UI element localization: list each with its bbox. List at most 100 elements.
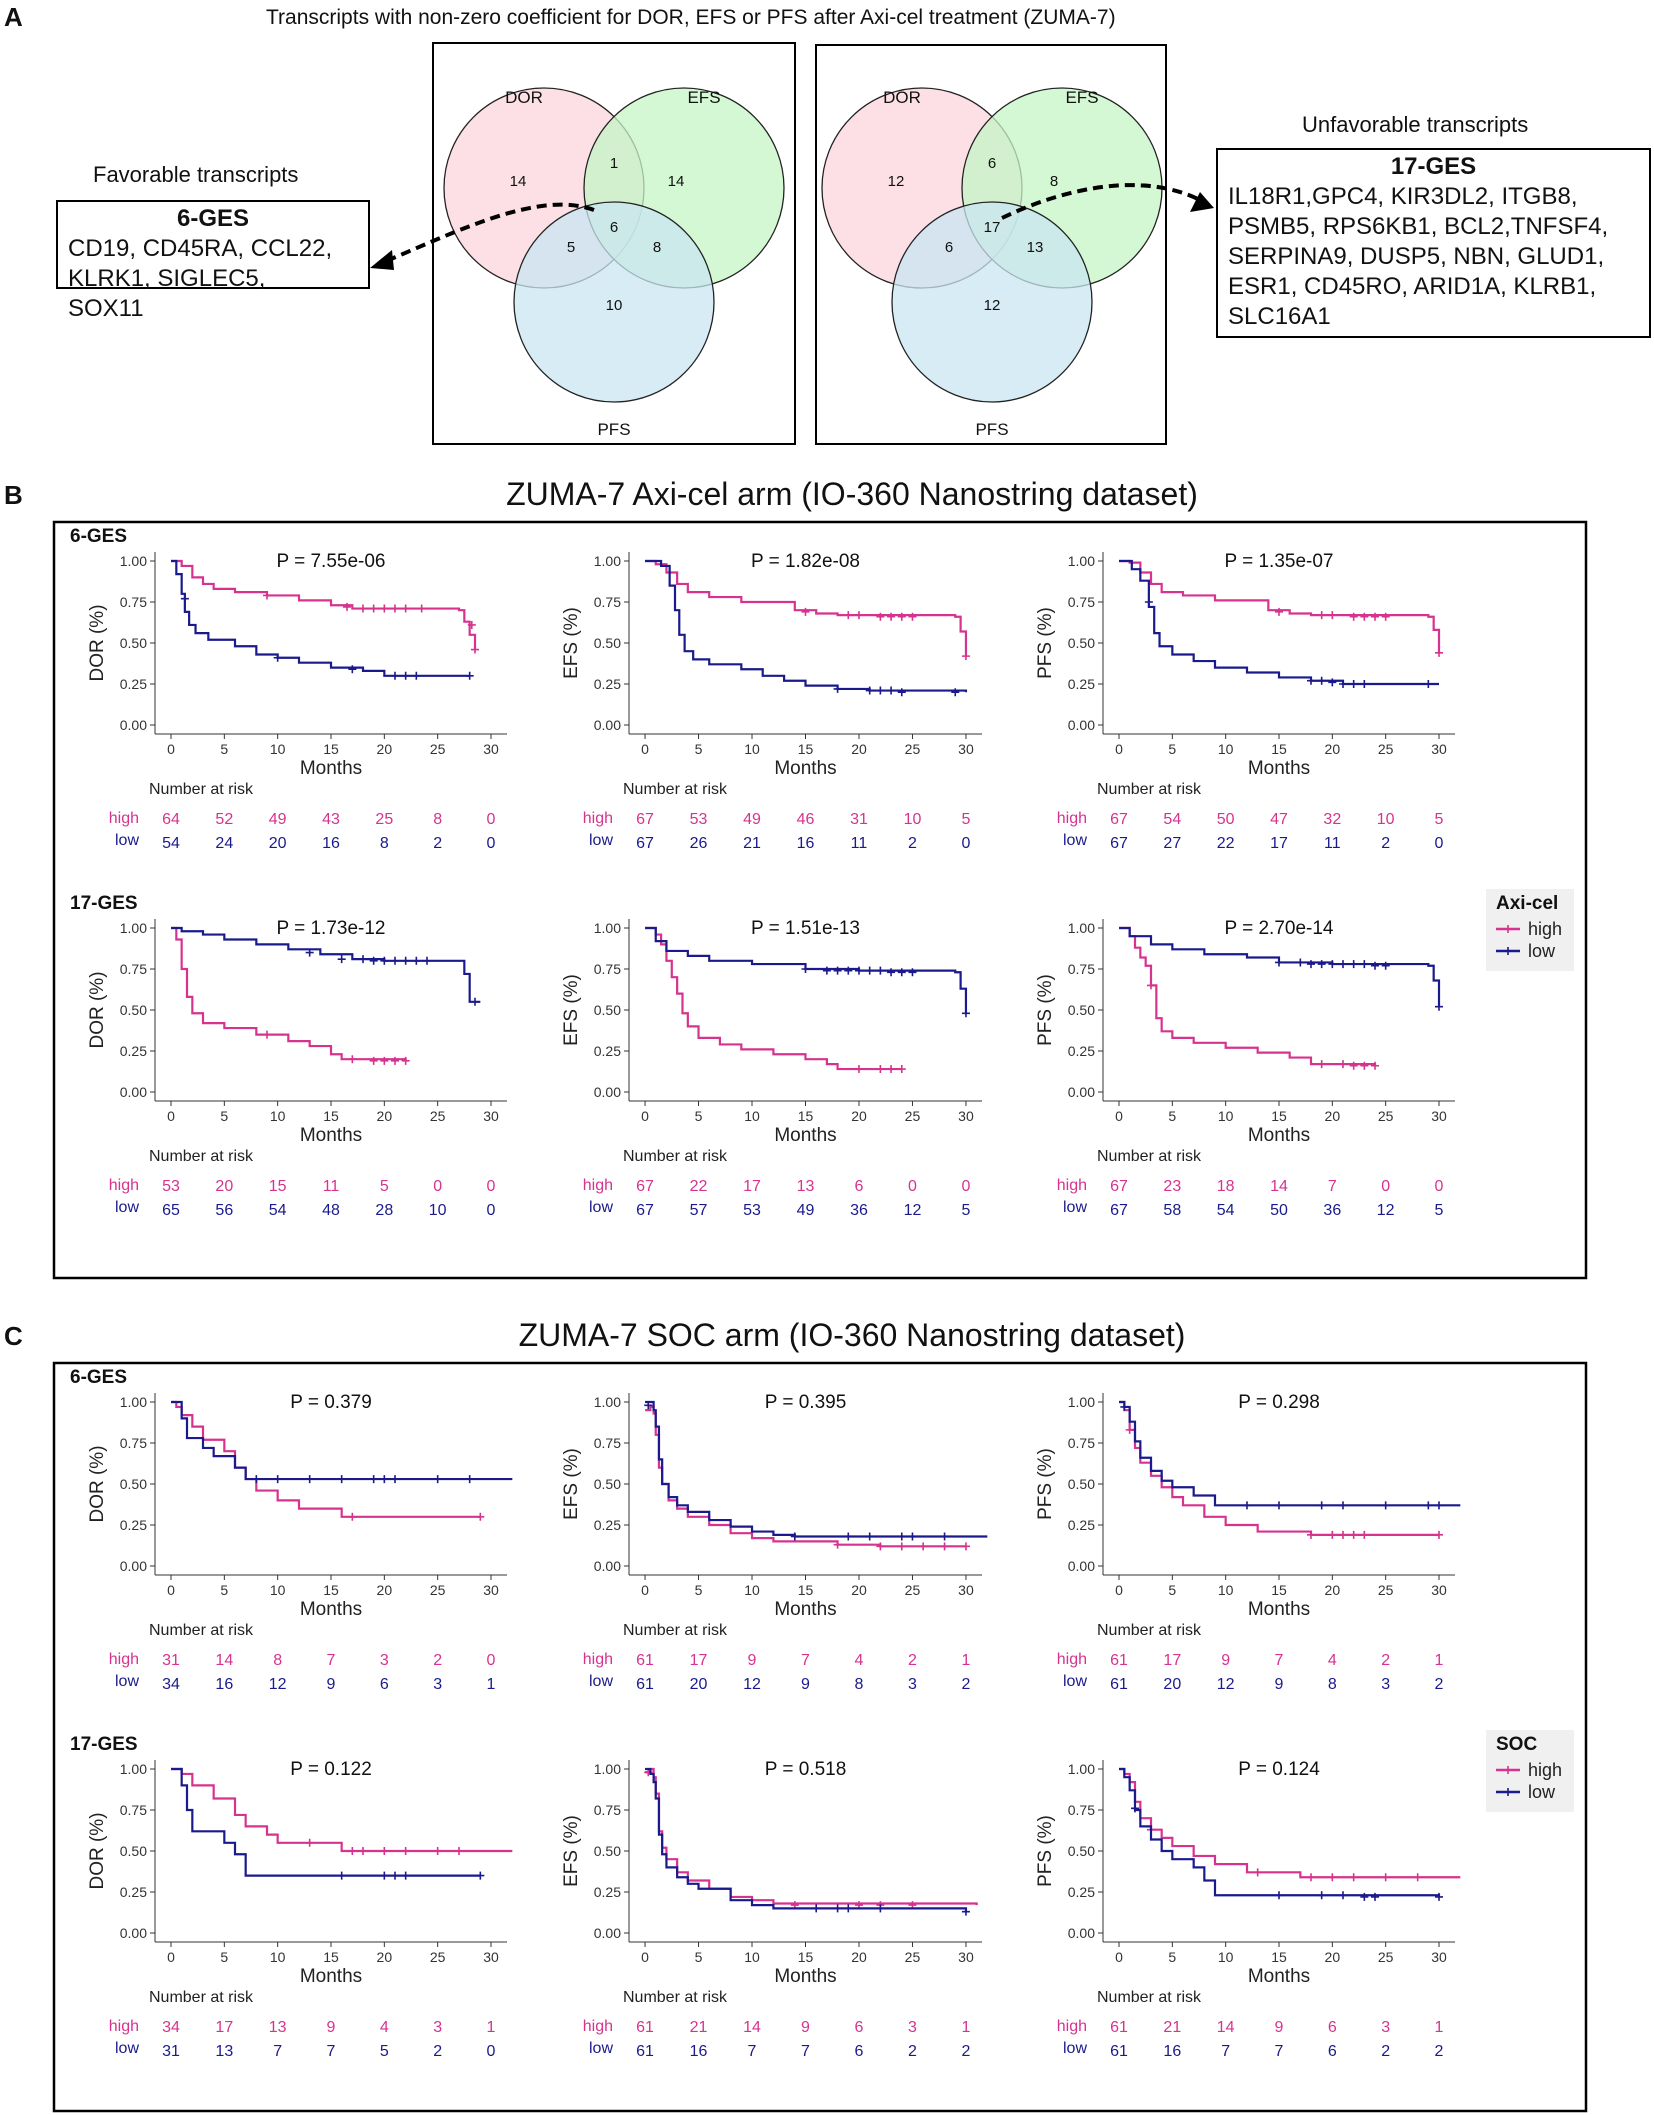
- y-tick-label: 0.25: [120, 676, 147, 692]
- censor-mark-low: [801, 965, 810, 973]
- risk-label-high: high: [583, 810, 613, 827]
- x-axis-label: Months: [774, 1125, 836, 1146]
- km-curve-low: [645, 1767, 968, 1912]
- risk-count-high: 3: [433, 2019, 442, 2036]
- risk-count-low: 9: [327, 1676, 336, 1693]
- row-label: 17-GES: [70, 1734, 138, 1755]
- x-tick-label: 5: [695, 741, 703, 757]
- risk-count-low: 16: [690, 2043, 708, 2060]
- y-tick-label: 1.00: [1068, 920, 1095, 936]
- p-value: P = 1.35e-07: [1225, 551, 1334, 572]
- censor-mark-high: [369, 1056, 378, 1065]
- censor-mark-high: [1349, 1530, 1358, 1539]
- km-plot: 0.000.250.500.751.000 5 10 15 20 25 30MonthsDO…: [87, 1759, 513, 2060]
- censor-mark-high: [961, 1542, 970, 1551]
- censor-mark-high: [467, 620, 476, 629]
- y-axis-label: EFS (%): [561, 607, 582, 679]
- censor-mark-low: [1307, 676, 1315, 685]
- censor-mark-low: [1381, 1501, 1390, 1510]
- censor-mark-high: [897, 612, 906, 621]
- x-tick-label: 30: [1431, 1108, 1447, 1124]
- km-curve-low: [171, 1767, 481, 1877]
- panel-title: ZUMA-7 Axi-cel arm (IO-360 Nanostring da…: [506, 476, 1198, 512]
- censor-mark-high: [1349, 612, 1358, 621]
- risk-count-high: 9: [1221, 1652, 1230, 1669]
- risk-count-high: 0: [487, 1178, 496, 1195]
- risk-count-low: 2: [433, 2043, 442, 2060]
- censor-mark-low: [380, 956, 389, 965]
- censor-mark-low: [412, 956, 421, 965]
- risk-label-low: low: [1063, 2040, 1087, 2057]
- censor-mark-low: [908, 968, 917, 977]
- km-plot: 0.000.250.500.751.000 5 10 15 20 25 30MonthsPF…: [1035, 551, 1455, 852]
- risk-label-high: high: [109, 2018, 139, 2035]
- y-tick-label: 1.00: [594, 1394, 621, 1410]
- risk-count-high: 11: [323, 1178, 340, 1195]
- risk-count-high: 34: [162, 2019, 180, 2036]
- x-axis-label: Months: [1248, 758, 1310, 779]
- x-tick-label: 20: [377, 741, 393, 757]
- risk-count-high: 52: [215, 811, 233, 828]
- censor-mark-low: [887, 686, 896, 695]
- x-tick-label: 20: [1325, 1108, 1341, 1124]
- legend-entry: low: [1528, 1782, 1556, 1802]
- risk-count-low: 5: [962, 1202, 971, 1219]
- x-tick-label: 20: [851, 741, 867, 757]
- censor-mark-high: [380, 1847, 389, 1855]
- censor-mark-high: [369, 604, 378, 613]
- risk-label-high: high: [1057, 1651, 1087, 1668]
- risk-count-high: 9: [327, 2019, 336, 2036]
- risk-count-low: 8: [380, 835, 389, 852]
- risk-count-low: 67: [1110, 835, 1128, 852]
- risk-label-low: low: [1063, 1199, 1087, 1216]
- risk-table-title: Number at risk: [149, 1622, 254, 1639]
- censor-mark-low: [337, 1871, 346, 1880]
- risk-count-high: 20: [215, 1178, 233, 1195]
- censor-mark-high: [401, 604, 410, 613]
- censor-mark-low: [1307, 960, 1315, 969]
- x-tick-label: 20: [1325, 1582, 1341, 1598]
- risk-count-low: 12: [904, 1202, 922, 1219]
- censor-mark-low: [380, 1475, 389, 1484]
- censor-mark-low: [1339, 960, 1347, 969]
- x-tick-label: 30: [958, 1108, 974, 1124]
- legend-title: Axi-cel: [1496, 893, 1558, 914]
- risk-label-high: high: [583, 2018, 613, 2035]
- risk-label-high: high: [583, 1177, 613, 1194]
- y-tick-label: 0.00: [1068, 1084, 1095, 1100]
- y-tick-label: 0.75: [120, 594, 147, 610]
- x-tick-label: 25: [430, 741, 446, 757]
- risk-count-high: 3: [1381, 2019, 1390, 2036]
- panel-label-a: A: [4, 2, 23, 32]
- y-tick-label: 0.75: [594, 1802, 621, 1818]
- x-tick-label: 20: [851, 1108, 867, 1124]
- censor-mark-low: [1339, 1501, 1347, 1510]
- censor-mark-low: [1424, 1501, 1433, 1510]
- censor-mark-low: [391, 1871, 399, 1880]
- censor-mark-low: [1349, 680, 1358, 688]
- risk-label-high: high: [1057, 2018, 1087, 2035]
- arrow-unfavorable: [1001, 183, 1201, 220]
- venn-label-dor: DOR: [505, 88, 543, 107]
- panel-frame: [52, 1361, 1588, 2113]
- censor-mark-high: [1360, 612, 1369, 621]
- km-curve-high: [1119, 1767, 1461, 1879]
- favorable-caption: Favorable transcripts: [93, 162, 299, 187]
- risk-table-title: Number at risk: [1097, 1989, 1202, 2006]
- panel-label: C: [4, 1321, 23, 1351]
- x-tick-label: 15: [1271, 1108, 1287, 1124]
- y-tick-label: 0.00: [594, 1925, 621, 1941]
- risk-count-low: 16: [1163, 2043, 1181, 2060]
- risk-count-low: 3: [433, 1676, 442, 1693]
- censor-mark-high: [1317, 611, 1326, 620]
- risk-count-high: 17: [690, 1652, 708, 1669]
- risk-count-high: 5: [1435, 811, 1444, 828]
- censor-mark-low: [865, 966, 874, 975]
- censor-mark-high: [844, 611, 853, 620]
- x-tick-label: 10: [1218, 1949, 1234, 1965]
- legend-entry: high: [1528, 919, 1562, 939]
- x-tick-label: 5: [1168, 1108, 1176, 1124]
- risk-count-low: 34: [162, 1676, 180, 1693]
- risk-count-low: 12: [269, 1676, 287, 1693]
